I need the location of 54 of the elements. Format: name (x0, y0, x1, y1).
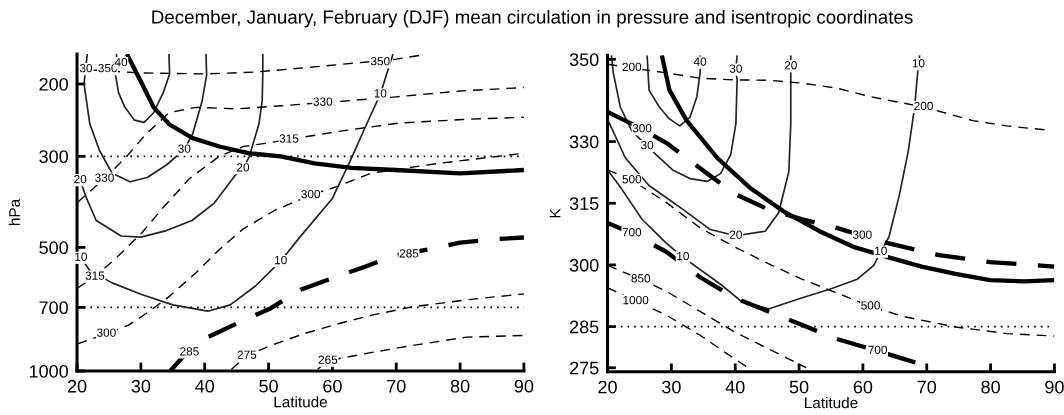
annotation: 300 (632, 124, 652, 133)
x-tick-label: 40 (195, 379, 215, 393)
annotation: 20 (784, 61, 797, 70)
x-tick-label: 30 (131, 379, 151, 393)
x-tick-label: 90 (1045, 380, 1064, 394)
annotation: 30 (729, 64, 742, 73)
x-axis-title: Latitude (274, 396, 327, 408)
annotation: 20 (74, 174, 87, 184)
y-tick-label: 350 (569, 53, 599, 67)
annotation: 350 (370, 57, 390, 66)
y-tick-label: 500 (39, 241, 68, 255)
y-tick-label: 330 (569, 135, 599, 149)
x-axis-title: Latitude (805, 397, 858, 409)
y-tick-label: 1000 (29, 364, 68, 378)
annotation: 10 (75, 252, 87, 261)
annotation: 10 (275, 255, 287, 265)
annotation: 20 (729, 230, 742, 239)
y-tick-label: 300 (569, 258, 599, 272)
annotation: 315 (279, 134, 299, 143)
x-tick-label: 90 (514, 379, 534, 393)
y-axis-title: hPa (8, 198, 20, 226)
annotation: 30 (79, 63, 93, 73)
x-tick-label: 30 (662, 380, 681, 394)
annotation: 10 (912, 59, 925, 68)
x-tick-label: 60 (323, 379, 342, 393)
x-tick-label: 50 (259, 379, 278, 393)
annotation: 30 (641, 140, 654, 150)
x-tick-label: 70 (387, 379, 406, 393)
y-tick-label: 700 (39, 301, 68, 315)
y-tick-label: 300 (39, 150, 68, 164)
annotation: 700 (868, 345, 887, 355)
y-axis-title: K (549, 208, 561, 218)
y-tick-label: 200 (39, 77, 68, 91)
x-tick-label: 20 (67, 379, 87, 393)
annotation: 40 (693, 57, 707, 66)
y-tick-label: 285 (570, 320, 599, 334)
annotation: 10 (875, 246, 887, 255)
x-tick-label: 40 (725, 380, 745, 394)
x-tick-label: 80 (450, 379, 470, 393)
annotation: 285 (399, 249, 419, 258)
x-tick-label: 80 (981, 380, 1000, 394)
chart-title: December, January, February (DJF) mean circulation in pressure and isentropic coordinates (152, 9, 913, 28)
annotation: 20 (237, 163, 250, 172)
annotation: 10 (374, 89, 387, 98)
annotation: 10 (677, 251, 689, 261)
x-tick-label: 50 (789, 380, 809, 394)
x-tick-label: 60 (853, 380, 873, 394)
y-tick-label: 275 (570, 361, 599, 375)
y-tick-label: 315 (569, 197, 599, 210)
annotation: 30 (178, 144, 191, 153)
annotation: 285 (180, 347, 199, 356)
annotation: 40 (114, 58, 128, 67)
x-tick-label: 20 (598, 380, 617, 394)
x-tick-label: 70 (917, 380, 937, 394)
